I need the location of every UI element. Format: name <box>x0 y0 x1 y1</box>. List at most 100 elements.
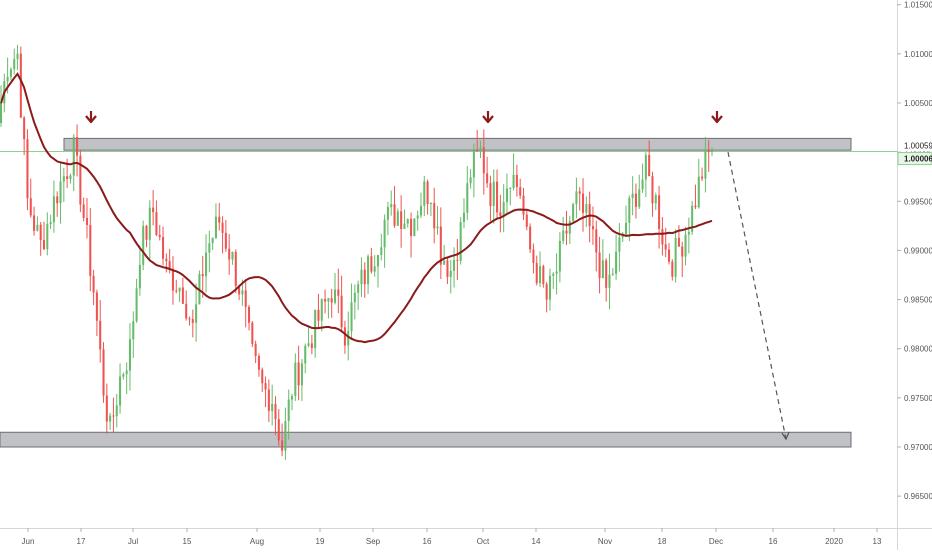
candle <box>324 289 327 314</box>
candle-body <box>687 231 690 235</box>
candle <box>618 223 621 272</box>
candle <box>496 169 499 219</box>
candle-body <box>390 204 393 208</box>
candle-body <box>419 205 423 216</box>
candle <box>701 167 704 181</box>
candle <box>89 207 92 292</box>
candle-body <box>423 181 426 206</box>
candle-body <box>512 174 515 188</box>
candle-body <box>489 183 492 207</box>
candle <box>115 394 118 428</box>
candle-body <box>29 198 32 216</box>
candle <box>56 191 59 217</box>
candle <box>383 214 386 268</box>
x-tick-label: Nov <box>598 537 612 546</box>
candle-body <box>23 117 26 140</box>
candle <box>542 264 545 288</box>
candle-body <box>413 218 416 236</box>
candle-body <box>350 302 353 332</box>
candle <box>611 268 614 276</box>
candle-body <box>707 149 710 153</box>
candle <box>684 226 687 266</box>
candle <box>277 409 280 446</box>
candle-body <box>62 176 65 182</box>
candle <box>162 226 165 266</box>
candle-body <box>624 222 628 234</box>
candle <box>13 48 16 75</box>
candle-body <box>684 234 687 257</box>
projection-dashed-line <box>727 152 787 440</box>
candle <box>674 229 677 283</box>
candle-body <box>102 349 105 396</box>
candle-body <box>565 230 568 234</box>
candle <box>340 275 343 333</box>
candle-body <box>529 226 532 250</box>
candle <box>251 321 254 347</box>
label-bg <box>897 152 932 166</box>
candle <box>532 243 535 274</box>
candle-body <box>9 69 12 77</box>
candle <box>710 147 714 157</box>
candle-body <box>59 181 62 204</box>
candle-body <box>472 150 475 178</box>
candle-body <box>82 204 85 218</box>
candle-body <box>400 211 403 229</box>
candle-body <box>525 214 528 227</box>
candle <box>572 202 575 224</box>
candle-body <box>42 240 46 250</box>
candle <box>426 179 429 215</box>
candle-body <box>644 154 647 180</box>
candle <box>165 253 168 273</box>
candle-body <box>370 256 373 272</box>
candle <box>23 116 26 156</box>
candle <box>370 248 373 274</box>
candle <box>95 289 98 337</box>
candle-body <box>142 225 145 265</box>
candle <box>171 256 174 305</box>
candle-body <box>542 266 545 285</box>
x-tick-label: 15 <box>183 537 192 546</box>
candle <box>228 233 231 275</box>
candle <box>178 287 181 302</box>
candle <box>400 195 403 248</box>
candle <box>231 251 234 265</box>
candle-body <box>654 195 657 204</box>
candle <box>641 163 644 193</box>
candle-body <box>486 173 489 184</box>
candle-body <box>284 420 287 451</box>
x-tick-label: 19 <box>316 537 325 546</box>
candle-body <box>175 290 178 292</box>
candle-body <box>476 150 479 152</box>
candle <box>638 174 641 209</box>
candle <box>29 178 32 218</box>
candle-body <box>552 273 555 276</box>
candle-body <box>539 266 542 284</box>
candle <box>128 323 131 391</box>
candle-body <box>340 295 343 328</box>
candle-body <box>598 252 601 279</box>
candle-body <box>347 331 350 346</box>
candle <box>578 187 581 211</box>
candle <box>62 167 65 202</box>
candle-body <box>36 224 39 231</box>
x-tick-label: 16 <box>769 537 778 546</box>
y-tick-label: 0.97500 <box>904 394 932 403</box>
candle <box>300 359 303 402</box>
candle-body <box>677 237 680 247</box>
moving-average-line <box>0 72 713 344</box>
candle-body <box>363 269 366 285</box>
resistance-zone <box>63 137 852 151</box>
candle-body <box>119 376 122 406</box>
candle-body <box>231 251 234 260</box>
y-tick-label: 0.98000 <box>904 345 932 354</box>
candle <box>436 205 439 235</box>
candle <box>423 175 426 217</box>
candle <box>0 85 3 127</box>
candle <box>459 217 462 265</box>
label-text: 1.00006 <box>904 155 932 164</box>
candle <box>671 259 674 281</box>
candle <box>489 175 492 222</box>
candle <box>456 238 459 281</box>
